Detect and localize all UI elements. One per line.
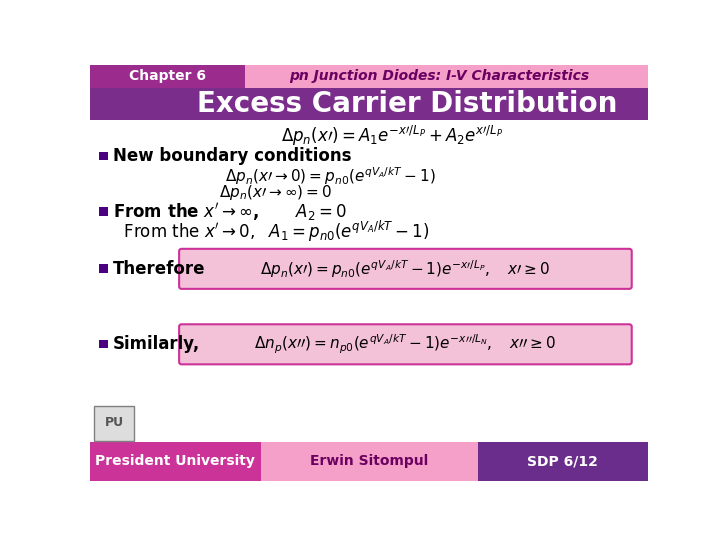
Text: $\Delta p_n(x\prime) = p_{n0}(e^{qV_A/kT} - 1)e^{-x\prime/L_P}$$,\quad x\prime \: $\Delta p_n(x\prime) = p_{n0}(e^{qV_A/kT… <box>261 258 550 280</box>
Text: $\Delta p_n(x\prime) = A_1 e^{-x\prime/L_P} + A_2 e^{x\prime/L_P}$: $\Delta p_n(x\prime) = A_1 e^{-x\prime/L… <box>282 124 503 147</box>
Bar <box>477 442 648 481</box>
Text: $\Delta p_n(x\prime \rightarrow 0) = p_{n0}(e^{qV_A/kT} - 1)$: $\Delta p_n(x\prime \rightarrow 0) = p_{… <box>225 165 436 186</box>
Text: pn Junction Diodes: I-V Characteristics: pn Junction Diodes: I-V Characteristics <box>289 69 589 83</box>
Bar <box>90 88 648 120</box>
Bar <box>90 120 648 442</box>
Bar <box>94 406 134 441</box>
Text: $\Delta p_n(x\prime \rightarrow \infty) = 0$: $\Delta p_n(x\prime \rightarrow \infty) … <box>220 183 333 202</box>
FancyBboxPatch shape <box>179 249 631 289</box>
Bar <box>90 65 245 88</box>
Bar <box>99 152 108 160</box>
Text: SDP 6/12: SDP 6/12 <box>527 454 598 468</box>
Text: Excess Carrier Distribution: Excess Carrier Distribution <box>197 90 617 118</box>
Text: Erwin Sitompul: Erwin Sitompul <box>310 454 428 468</box>
Text: President University: President University <box>95 454 255 468</box>
Bar <box>99 207 108 215</box>
Text: $A_1 = p_{n0}(e^{qV_A/kT} - 1)$: $A_1 = p_{n0}(e^{qV_A/kT} - 1)$ <box>269 219 430 245</box>
Text: $\Delta n_p(x\prime\prime) = n_{p0}(e^{qV_A/kT} - 1)e^{-x\prime\prime/L_N}$$,\qu: $\Delta n_p(x\prime\prime) = n_{p0}(e^{q… <box>254 333 557 356</box>
Text: Therefore: Therefore <box>113 260 206 278</box>
Bar <box>99 264 108 273</box>
FancyBboxPatch shape <box>179 325 631 364</box>
Bar <box>245 65 648 88</box>
Text: PU: PU <box>104 416 124 429</box>
Text: From the $x' \rightarrow 0$,: From the $x' \rightarrow 0$, <box>113 221 256 242</box>
Text: Similarly,: Similarly, <box>113 335 200 353</box>
Bar <box>99 340 108 348</box>
Text: New boundary conditions: New boundary conditions <box>113 147 352 165</box>
Text: From the $x' \rightarrow \infty$,: From the $x' \rightarrow \infty$, <box>113 201 259 223</box>
Bar <box>261 442 477 481</box>
Bar <box>90 442 261 481</box>
Text: Chapter 6: Chapter 6 <box>129 69 206 83</box>
Text: $A_2 = 0$: $A_2 = 0$ <box>295 202 348 222</box>
